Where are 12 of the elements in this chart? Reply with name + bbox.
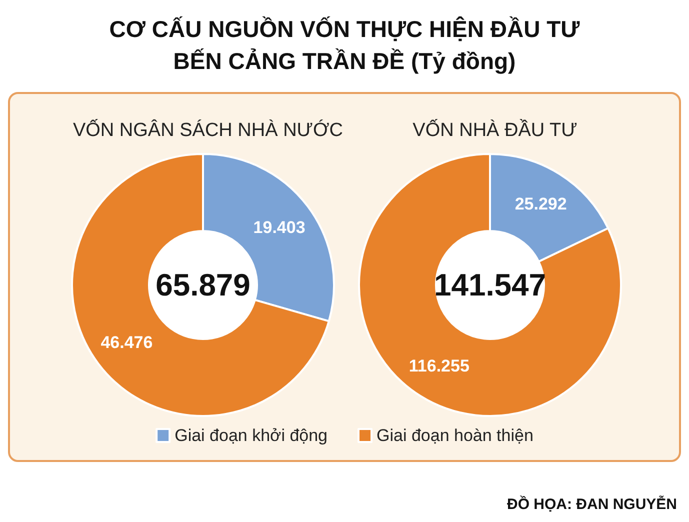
data-label: 46.476 — [100, 332, 153, 352]
text: 141.547 — [434, 268, 546, 302]
chart-title: CƠ CẤU NGUỒN VỐN THỰC HIỆN ĐẦU TƯ BẾN CẢNG TRẦN ĐỀ (Tỷ đồng) — [109, 16, 581, 74]
data-label: 25.292 — [514, 194, 567, 214]
text: 65.879 — [156, 268, 250, 302]
slice-label: VỐN NHÀ ĐẦU TƯ — [412, 118, 578, 141]
text: ĐỒ HỌA: ĐAN NGUYỄN — [507, 495, 678, 513]
data-label: 116.255 — [408, 356, 470, 376]
legend-label: Giai đoạn khởi động — [174, 426, 328, 445]
legend-label: Giai đoạn hoàn thiện — [376, 426, 534, 445]
slice-label: VỐN NGÂN SÁCH NHÀ NƯỚC — [72, 118, 344, 141]
data-label: 19.403 — [253, 218, 306, 238]
